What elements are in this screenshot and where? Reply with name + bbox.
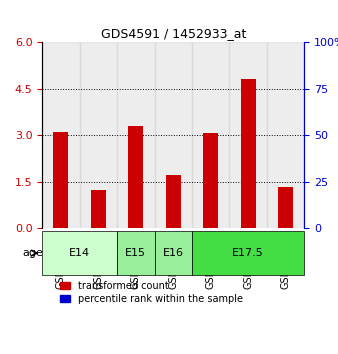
Bar — [230, 42, 267, 228]
Bar — [241, 79, 256, 228]
Bar — [53, 132, 68, 228]
Bar — [154, 42, 192, 228]
Bar — [117, 42, 154, 228]
Bar — [91, 190, 106, 228]
Bar — [192, 42, 230, 228]
FancyBboxPatch shape — [117, 231, 154, 275]
Bar — [267, 42, 304, 228]
Text: E14: E14 — [69, 248, 90, 258]
Text: age: age — [22, 248, 43, 258]
FancyBboxPatch shape — [192, 231, 304, 275]
Text: E16: E16 — [163, 248, 184, 258]
Bar — [166, 175, 181, 228]
Bar — [80, 42, 117, 228]
Bar — [278, 188, 293, 228]
Text: E17.5: E17.5 — [232, 248, 264, 258]
Title: GDS4591 / 1452933_at: GDS4591 / 1452933_at — [100, 27, 246, 40]
Text: E15: E15 — [125, 248, 146, 258]
FancyBboxPatch shape — [154, 231, 192, 275]
Bar — [42, 42, 80, 228]
Legend: transformed count, percentile rank within the sample: transformed count, percentile rank withi… — [60, 281, 243, 304]
Bar — [203, 133, 218, 228]
FancyBboxPatch shape — [42, 231, 117, 275]
Bar — [128, 126, 143, 228]
